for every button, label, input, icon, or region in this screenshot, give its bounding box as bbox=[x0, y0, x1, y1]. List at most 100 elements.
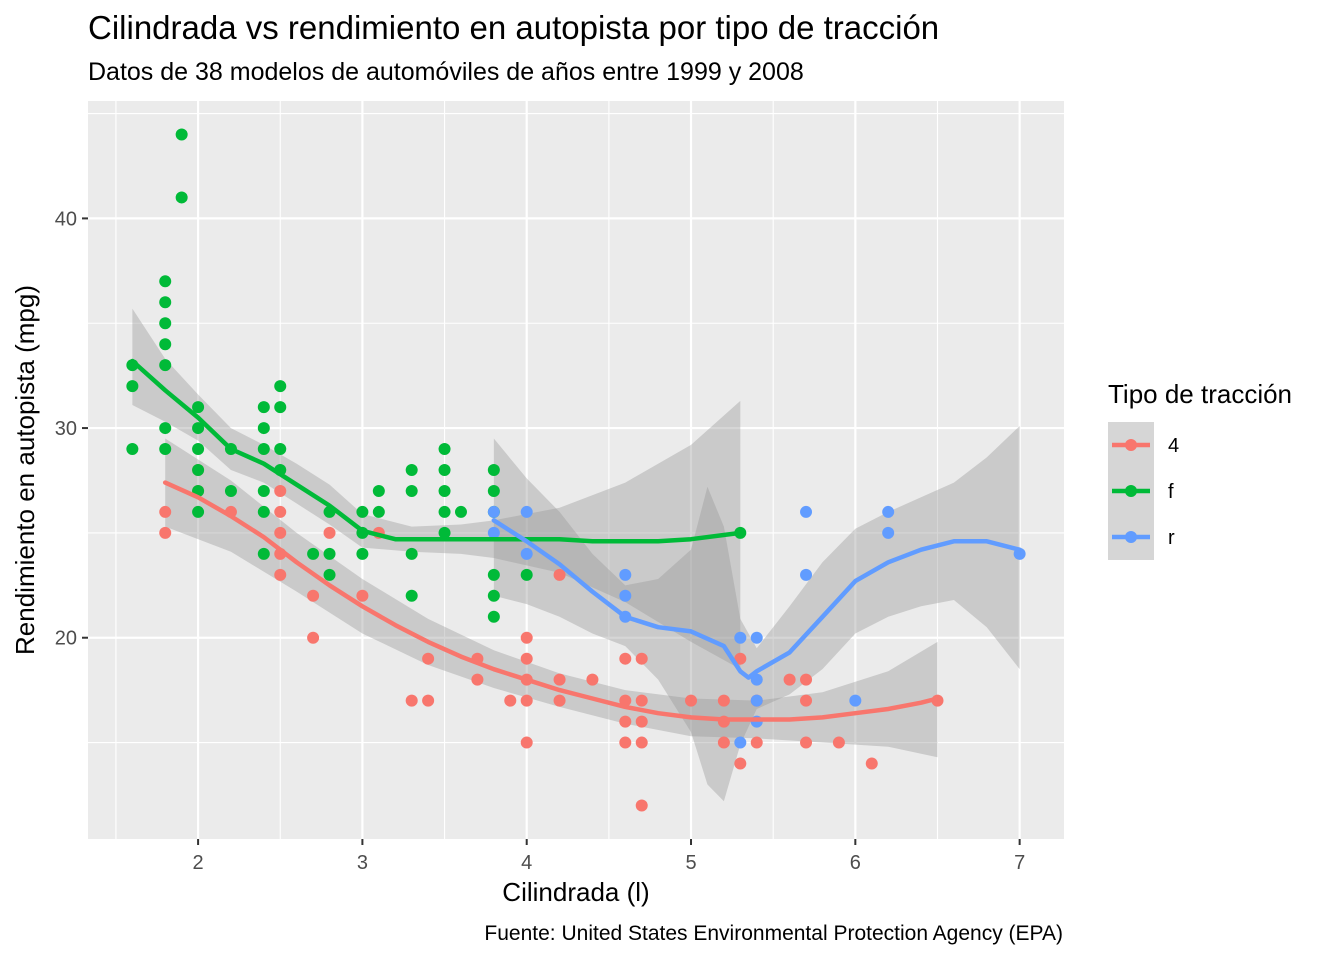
data-points bbox=[126, 128, 1026, 812]
data-point-f bbox=[224, 484, 237, 497]
legend-label: r bbox=[1168, 527, 1175, 549]
x-tick-label: 6 bbox=[850, 852, 861, 874]
data-point-f bbox=[159, 296, 172, 309]
data-point-f bbox=[126, 380, 139, 393]
data-point-r bbox=[520, 547, 533, 560]
data-point-4 bbox=[553, 694, 566, 707]
data-point-4 bbox=[619, 652, 632, 665]
data-point-f bbox=[257, 401, 270, 414]
data-point-f bbox=[192, 443, 205, 456]
data-point-f bbox=[438, 443, 451, 456]
data-point-f bbox=[405, 547, 418, 560]
data-point-r bbox=[882, 505, 895, 518]
data-point-f bbox=[274, 380, 287, 393]
legend-key-point bbox=[1125, 439, 1137, 451]
data-point-f bbox=[438, 484, 451, 497]
data-point-4 bbox=[520, 652, 533, 665]
data-point-f bbox=[356, 505, 369, 518]
data-point-r bbox=[619, 589, 632, 602]
confidence-band-r bbox=[493, 425, 1020, 802]
data-point-r bbox=[520, 505, 533, 518]
data-point-4 bbox=[307, 589, 320, 602]
data-point-f bbox=[405, 464, 418, 476]
data-point-f bbox=[356, 547, 369, 560]
data-point-f bbox=[192, 505, 205, 518]
data-point-4 bbox=[865, 757, 878, 770]
data-point-f bbox=[159, 443, 172, 456]
y-axis: 20 30 40 bbox=[55, 208, 88, 650]
data-point-f bbox=[257, 547, 270, 560]
data-point-4 bbox=[800, 694, 813, 707]
data-point-f bbox=[257, 484, 270, 497]
data-point-4 bbox=[159, 505, 172, 518]
data-point-r bbox=[487, 526, 500, 539]
chart-caption: Fuente: United States Environmental Prot… bbox=[484, 922, 1063, 945]
data-point-f bbox=[372, 505, 385, 518]
data-point-4 bbox=[553, 673, 566, 686]
data-point-f bbox=[487, 484, 500, 497]
data-point-f bbox=[126, 443, 139, 456]
data-point-r bbox=[800, 568, 813, 581]
legend-label: f bbox=[1168, 481, 1174, 503]
data-point-4 bbox=[750, 736, 763, 749]
data-point-4 bbox=[635, 799, 648, 812]
chart-title: Cilindrada vs rendimiento en autopista p… bbox=[88, 9, 939, 46]
x-tick-label: 4 bbox=[521, 852, 532, 874]
data-point-r bbox=[800, 505, 813, 518]
data-point-r bbox=[619, 568, 632, 581]
data-point-4 bbox=[356, 589, 369, 602]
data-point-f bbox=[257, 505, 270, 518]
data-point-4 bbox=[586, 673, 599, 686]
data-point-4 bbox=[685, 694, 698, 707]
data-point-4 bbox=[520, 736, 533, 749]
data-point-f bbox=[323, 568, 336, 581]
data-point-4 bbox=[274, 526, 287, 539]
confidence-band-4 bbox=[165, 438, 938, 758]
x-tick-label: 7 bbox=[1014, 852, 1025, 874]
data-point-f bbox=[175, 128, 188, 141]
data-point-4 bbox=[274, 505, 287, 518]
data-point-4 bbox=[323, 526, 336, 539]
data-point-f bbox=[175, 191, 188, 204]
data-point-4 bbox=[520, 631, 533, 644]
data-point-4 bbox=[619, 736, 632, 749]
confidence-band-f bbox=[132, 308, 741, 670]
legend: Tipo de tracción 4 f r bbox=[1108, 379, 1292, 560]
chart-subtitle: Datos de 38 modelos de automóviles de añ… bbox=[88, 58, 804, 86]
data-point-4 bbox=[800, 673, 813, 686]
data-point-4 bbox=[619, 715, 632, 728]
data-point-4 bbox=[553, 568, 566, 581]
data-point-f bbox=[438, 505, 451, 518]
data-point-f bbox=[520, 568, 533, 581]
confidence-bands bbox=[132, 308, 1020, 802]
legend-label: 4 bbox=[1168, 435, 1179, 457]
data-point-4 bbox=[274, 568, 287, 581]
x-tick-label: 3 bbox=[357, 852, 368, 874]
smooth-line-r bbox=[491, 518, 1022, 680]
data-point-4 bbox=[274, 484, 287, 497]
data-point-4 bbox=[635, 694, 648, 707]
x-tick-label: 2 bbox=[193, 852, 204, 874]
data-point-4 bbox=[832, 736, 845, 749]
legend-key-point bbox=[1125, 485, 1137, 497]
x-axis-title: Cilindrada (l) bbox=[502, 877, 649, 907]
y-axis-title: Rendimiento en autopista (mpg) bbox=[10, 285, 40, 655]
data-point-f bbox=[257, 443, 270, 456]
data-point-4 bbox=[471, 673, 484, 686]
data-point-f bbox=[257, 422, 270, 435]
data-point-r bbox=[487, 505, 500, 518]
data-point-f bbox=[487, 610, 500, 623]
data-point-f bbox=[454, 505, 467, 518]
data-point-f bbox=[372, 484, 385, 497]
data-point-4 bbox=[717, 736, 730, 749]
data-point-4 bbox=[734, 757, 747, 770]
data-point-4 bbox=[307, 631, 320, 644]
data-point-4 bbox=[504, 694, 517, 707]
data-point-4 bbox=[422, 652, 435, 665]
y-tick-label: 20 bbox=[55, 628, 77, 650]
data-point-r bbox=[849, 694, 862, 707]
data-point-f bbox=[487, 589, 500, 602]
data-point-f bbox=[274, 443, 287, 456]
data-point-f bbox=[192, 401, 205, 414]
